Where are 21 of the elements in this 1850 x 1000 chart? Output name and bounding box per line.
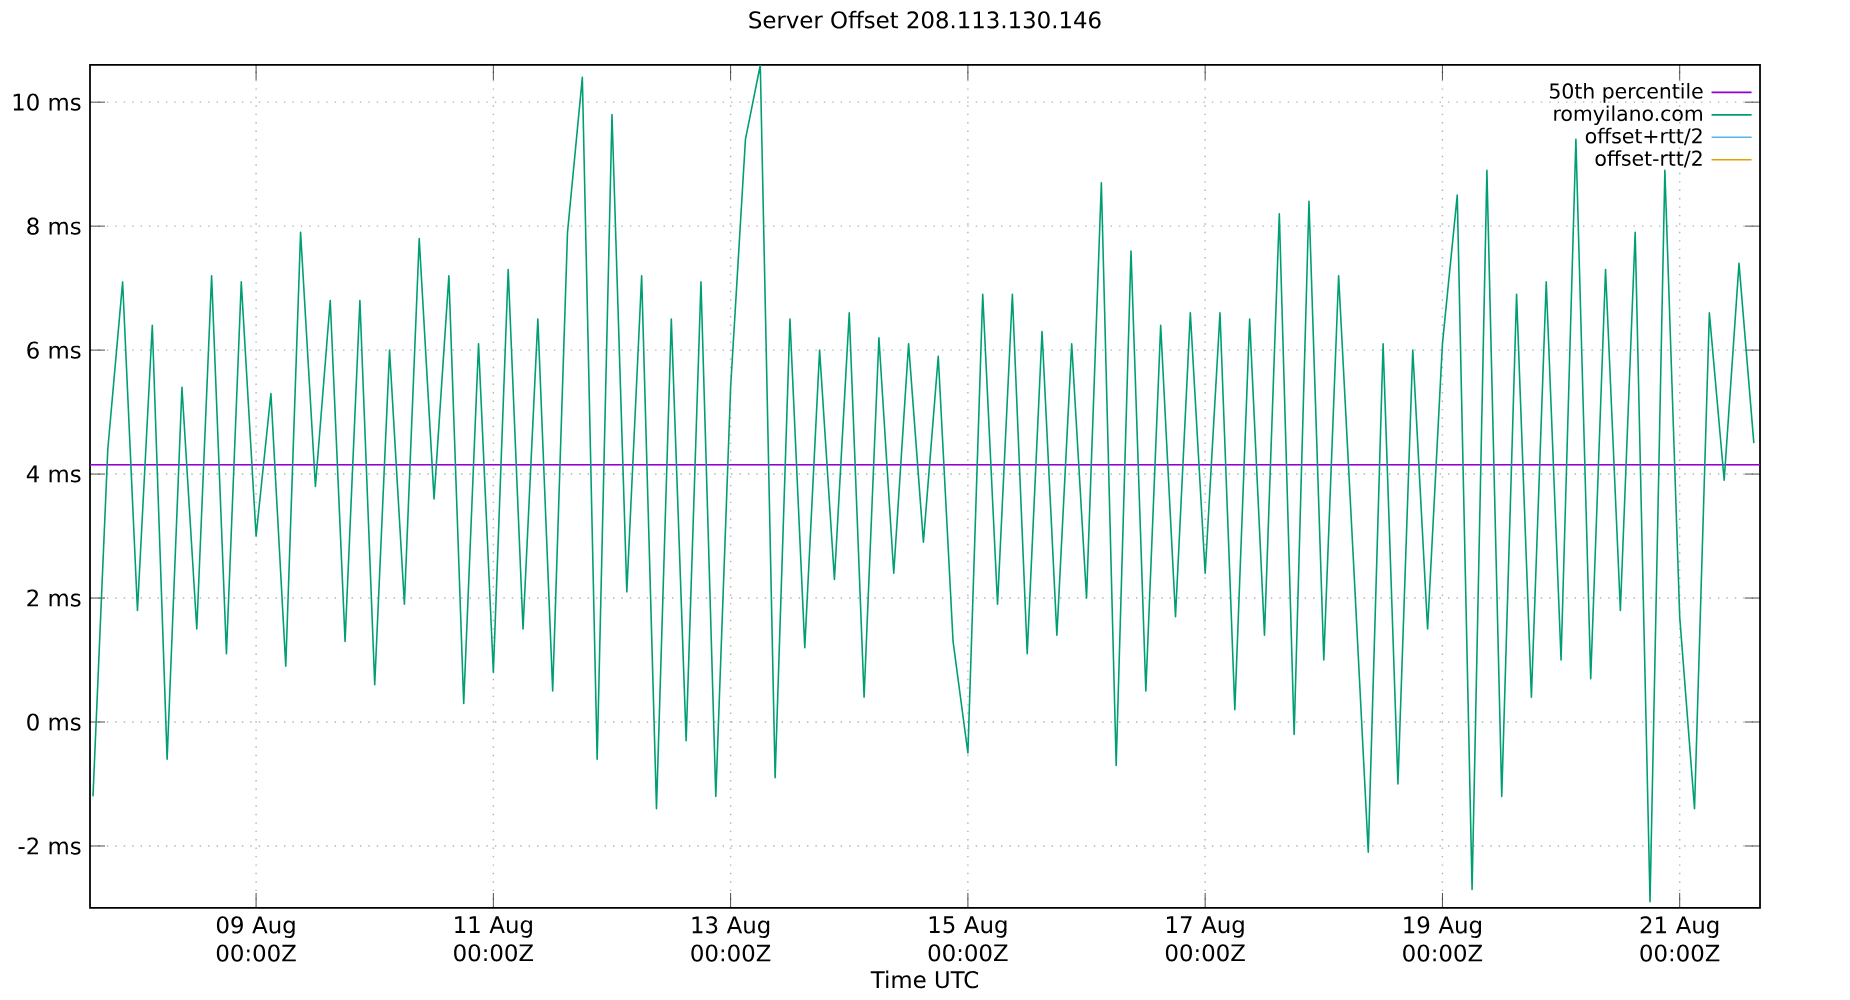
legend-label: romyilano.com (1554, 105, 1702, 126)
x-tick-label: 17 Aug 00:00Z (1165, 916, 1245, 962)
legend-label: 50th percentile (1549, 82, 1703, 103)
x-tick-label: 19 Aug 00:00Z (1403, 916, 1483, 962)
legend-label: offset+rtt/2 (1585, 127, 1702, 146)
x-tick-label: 11 Aug 00:00Z (454, 916, 534, 962)
x-tick-label: 13 Aug 00:00Z (691, 916, 771, 962)
y-tick-label: -2 ms (18, 837, 81, 855)
x-tick-label: 15 Aug 00:00Z (928, 916, 1008, 962)
line-series (92, 64, 1755, 903)
y-tick-label: 4 ms (26, 465, 81, 483)
y-tick-label: 10 ms (13, 93, 81, 111)
y-tick-label: 8 ms (27, 217, 81, 235)
chart-title: Server Offset 208.113.130.146 (749, 10, 1101, 29)
x-tick-label: 09 Aug 00:00Z (216, 916, 296, 962)
legend-label: offset-rtt/2 (1595, 150, 1702, 168)
y-tick-label: 0 ms (27, 713, 81, 731)
x-tick-label: 21 Aug 00:00Z (1640, 916, 1720, 962)
y-tick-label: 2 ms (27, 589, 81, 607)
y-tick-label: 6 ms (27, 341, 81, 359)
x-axis-title: Time UTC (870, 970, 979, 989)
